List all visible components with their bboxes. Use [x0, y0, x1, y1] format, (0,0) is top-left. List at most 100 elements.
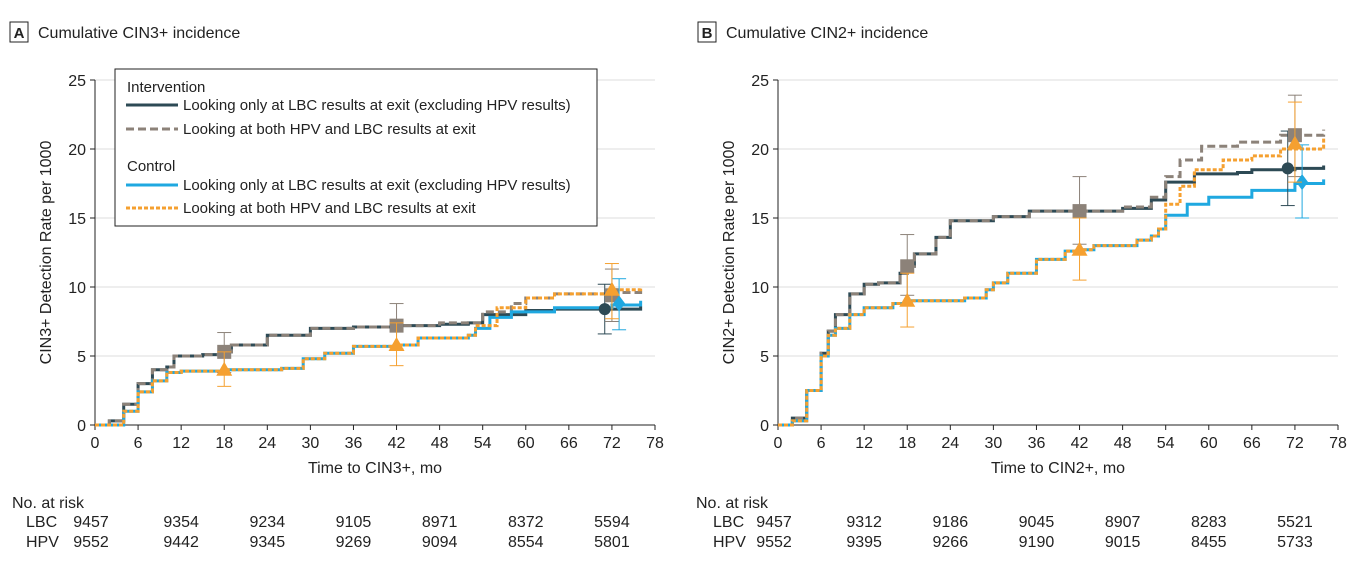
risk-value: 9457 [73, 514, 109, 531]
x-tick-label: 54 [474, 435, 492, 452]
risk-value: 9354 [163, 514, 199, 531]
risk-value: 9457 [756, 514, 792, 531]
panel-letter: B [702, 25, 713, 42]
risk-table-title: No. at risk [696, 495, 769, 512]
y-tick-label: 25 [68, 73, 86, 90]
risk-value: 9552 [756, 534, 792, 551]
x-axis-label: Time to CIN3+, mo [308, 460, 442, 477]
y-tick-label: 0 [77, 418, 86, 435]
risk-value: 9345 [250, 534, 286, 551]
legend-label: Looking at both HPV and LBC results at e… [183, 200, 477, 217]
y-tick-label: 5 [760, 349, 769, 366]
panel-letter-box [9, 21, 29, 43]
x-tick-label: 30 [301, 435, 319, 452]
x-tick-label: 0 [774, 435, 783, 452]
x-tick-label: 24 [258, 435, 276, 452]
x-tick-label: 36 [1028, 435, 1046, 452]
risk-value: 5594 [594, 514, 630, 531]
x-tick-label: 12 [172, 435, 190, 452]
risk-row-label: LBC [713, 514, 744, 531]
risk-value: 8455 [1191, 534, 1227, 551]
series-line-intervention_hpv_lbc [778, 129, 1326, 427]
y-tick-label: 20 [751, 142, 769, 159]
risk-table-title: No. at risk [12, 495, 85, 512]
y-tick-label: 20 [68, 142, 86, 159]
y-tick-label: 15 [751, 211, 769, 228]
marker-circle [598, 303, 611, 316]
marker-diamond [613, 295, 626, 312]
x-tick-label: 42 [1071, 435, 1089, 452]
x-tick-label: 36 [345, 435, 363, 452]
marker-diamond [1296, 174, 1309, 191]
x-tick-label: 6 [134, 435, 143, 452]
series-line-intervention_lbc [778, 165, 1326, 427]
series-line-control_hpv_lbc [95, 287, 643, 427]
x-tick-label: 0 [91, 435, 100, 452]
legend-group-title: Control [127, 158, 175, 175]
risk-value: 9395 [846, 534, 882, 551]
legend-label: Looking only at LBC results at exit (exc… [183, 177, 571, 194]
risk-value: 9442 [163, 534, 199, 551]
legend-box [114, 68, 598, 227]
y-tick-label: 10 [68, 280, 86, 297]
series-line-control_lbc [778, 179, 1326, 427]
risk-value: 9266 [933, 534, 969, 551]
marker-triangle [1286, 135, 1303, 150]
risk-value: 8907 [1105, 514, 1141, 531]
legend-group-title: Intervention [127, 79, 205, 96]
y-axis-label: CIN3+ Detection Rate per 1000 [38, 141, 55, 365]
risk-value: 9094 [422, 534, 458, 551]
risk-row-label: HPV [713, 534, 746, 551]
x-tick-label: 42 [388, 435, 406, 452]
series-line-control_hpv_lbc [778, 136, 1326, 427]
marker-circle [1281, 162, 1294, 175]
x-tick-label: 18 [215, 435, 233, 452]
x-tick-label: 54 [1157, 435, 1175, 452]
x-tick-label: 60 [1200, 435, 1218, 452]
cin3-chart: A Cumulative CIN3+ incidence 0 5 10 15 20 25 0 6 1… [9, 21, 664, 551]
y-tick-label: 10 [751, 280, 769, 297]
x-tick-label: 60 [517, 435, 535, 452]
risk-value: 8971 [422, 514, 458, 531]
chart-title: Cumulative CIN2+ incidence [726, 25, 928, 42]
y-tick-label: 15 [68, 211, 86, 228]
x-tick-label: 66 [1243, 435, 1261, 452]
risk-row-label: LBC [26, 514, 57, 531]
cin2-chart: B Cumulative CIN2+ incidence 0 5 10 15 20 25 0 6 1… [696, 21, 1347, 551]
x-tick-label: 6 [817, 435, 826, 452]
legend-label: Looking at both HPV and LBC results at e… [183, 121, 477, 138]
panel-letter: A [14, 25, 25, 42]
y-tick-label: 25 [751, 73, 769, 90]
risk-value: 9269 [336, 534, 372, 551]
x-tick-label: 78 [646, 435, 664, 452]
legend-label: Looking only at LBC results at exit (exc… [183, 97, 571, 114]
panel-a: A Cumulative CIN3+ incidence 0 5 10 15 20 25 0 6 1… [9, 21, 664, 551]
y-axis-label: CIN2+ Detection Rate per 1000 [721, 141, 738, 365]
panel-b: B Cumulative CIN2+ incidence 0 5 10 15 20 25 0 6 1… [683, 0, 1366, 566]
x-tick-label: 78 [1329, 435, 1347, 452]
x-tick-label: 72 [1286, 435, 1304, 452]
x-tick-label: 18 [898, 435, 916, 452]
x-tick-label: 12 [855, 435, 873, 452]
risk-value: 8283 [1191, 514, 1227, 531]
x-axis-label: Time to CIN2+, mo [991, 460, 1125, 477]
marker-square [900, 259, 915, 274]
marker-triangle [388, 336, 405, 351]
y-tick-label: 5 [77, 349, 86, 366]
marker-triangle [216, 361, 233, 376]
marker-triangle [1071, 241, 1088, 256]
panel-letter-box [697, 21, 717, 43]
series-line-control_lbc [95, 300, 643, 427]
risk-value: 9552 [73, 534, 109, 551]
x-tick-label: 48 [1114, 435, 1132, 452]
x-tick-label: 24 [941, 435, 959, 452]
x-tick-label: 66 [560, 435, 578, 452]
marker-triangle [899, 292, 916, 307]
series-line-intervention_lbc [95, 306, 643, 427]
x-tick-label: 48 [431, 435, 449, 452]
risk-value: 8372 [508, 514, 544, 531]
risk-value: 5521 [1277, 514, 1313, 531]
risk-row-label: HPV [26, 534, 59, 551]
risk-value: 9312 [846, 514, 882, 531]
risk-value: 9015 [1105, 534, 1141, 551]
